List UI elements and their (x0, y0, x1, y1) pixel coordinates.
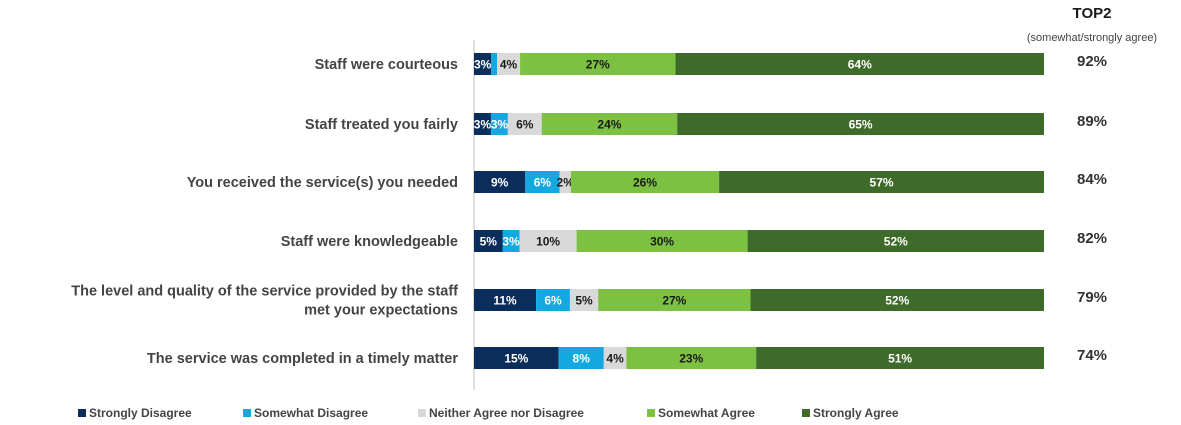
bar-data-label: 6% (516, 118, 534, 132)
bar-data-label: 24% (597, 118, 621, 132)
bar-segment (474, 347, 559, 369)
bar-data-label: 3% (474, 58, 492, 72)
bar-data-label: 3% (502, 235, 520, 249)
category-label: The level and quality of the service pro… (71, 284, 458, 300)
bar-segment (747, 230, 1044, 252)
bar-data-label: 4% (606, 352, 624, 366)
bar-data-label: 30% (650, 235, 674, 249)
bar-data-label: 52% (884, 235, 908, 249)
legend: Strongly Disagree Somewhat Disagree Neithe… (78, 406, 899, 420)
bar-data-label: 3% (491, 118, 509, 132)
bar-segment (491, 53, 498, 75)
bar-segment (756, 347, 1044, 369)
category-labels: Staff were courteous Staff treated you fa… (71, 57, 458, 367)
bar-data-label: 4% (500, 58, 518, 72)
top2-value: 84% (1077, 171, 1107, 188)
bar-data-label: 8% (573, 352, 591, 366)
bar-data-label: 6% (534, 176, 552, 190)
legend-label: Neither Agree nor Disagree (429, 406, 584, 420)
bar-segment (558, 347, 604, 369)
bar-data-label: 57% (870, 176, 894, 190)
bar-segment (490, 113, 508, 135)
top2-header: TOP2 (1073, 5, 1112, 22)
legend-label: Somewhat Disagree (254, 406, 368, 420)
bar-segment (474, 230, 503, 252)
bar-segment (520, 53, 676, 75)
bar-data-label: 5% (480, 235, 498, 249)
bar-data-label: 27% (662, 294, 686, 308)
bar-segment (541, 113, 678, 135)
category-label: The service was completed in a timely ma… (147, 351, 458, 367)
category-label: met your expectations (304, 303, 458, 319)
top2-value: 92% (1077, 53, 1107, 70)
top2-value: 89% (1077, 113, 1107, 130)
bar-segment (507, 113, 542, 135)
bars-group: 3% 4% 27% 64%3% 3% 6% 24% 65%9% 6% 2% 26% 57%5% 3% 10… (474, 53, 1044, 369)
category-label: Staff were courteous (315, 57, 458, 73)
bar-data-label: 65% (849, 118, 873, 132)
bar-segment (569, 289, 599, 311)
top2-value: 74% (1077, 347, 1107, 364)
bar-segment (536, 289, 570, 311)
bar-data-label: 10% (536, 235, 560, 249)
category-label: Staff were knowledgeable (281, 234, 458, 250)
bar-data-label: 23% (679, 352, 703, 366)
bar-data-label: 3% (474, 118, 492, 132)
bar-data-label: 5% (575, 294, 593, 308)
bar-segment (603, 347, 627, 369)
bar-segment (519, 230, 577, 252)
bar-data-label: 6% (544, 294, 562, 308)
bar-segment (474, 53, 492, 75)
top2-subheader: (somewhat/strongly agree) (1027, 32, 1157, 44)
bar-segment (626, 347, 757, 369)
bar-segment (525, 171, 560, 193)
bar-data-label: 15% (504, 352, 528, 366)
top2-value: 79% (1077, 289, 1107, 306)
bar-segment (474, 113, 491, 135)
category-label: You received the service(s) you needed (187, 175, 458, 191)
legend-label: Strongly Disagree (89, 406, 192, 420)
legend-swatch (802, 409, 810, 417)
legend-label: Strongly Agree (813, 406, 899, 420)
bar-data-label: 64% (848, 58, 872, 72)
bar-data-label: 2% (557, 176, 575, 190)
bar-segment (497, 53, 521, 75)
bar-data-label: 52% (885, 294, 909, 308)
bar-segment (750, 289, 1044, 311)
legend-swatch (647, 409, 655, 417)
bar-segment (677, 113, 1044, 135)
top2-column: TOP2 (somewhat/strongly agree) 92% 89% 84%… (1027, 5, 1157, 364)
legend-swatch (78, 409, 86, 417)
legend-swatch (243, 409, 251, 417)
bar-segment (570, 171, 720, 193)
bar-segment (576, 230, 748, 252)
top2-value: 82% (1077, 230, 1107, 247)
legend-swatch (418, 409, 426, 417)
bar-segment (502, 230, 520, 252)
bar-data-label: 9% (491, 176, 509, 190)
bar-data-label: 51% (888, 352, 912, 366)
legend-label: Somewhat Agree (658, 406, 755, 420)
bar-segment (598, 289, 751, 311)
bar-segment (474, 289, 537, 311)
bar-segment (474, 171, 526, 193)
category-label: Staff treated you fairly (305, 117, 458, 133)
bar-data-label: 26% (633, 176, 657, 190)
bar-segment (675, 53, 1044, 75)
bar-segment (719, 171, 1044, 193)
bar-segment (559, 171, 571, 193)
bar-data-label: 11% (493, 294, 517, 308)
bar-data-label: 27% (586, 58, 610, 72)
